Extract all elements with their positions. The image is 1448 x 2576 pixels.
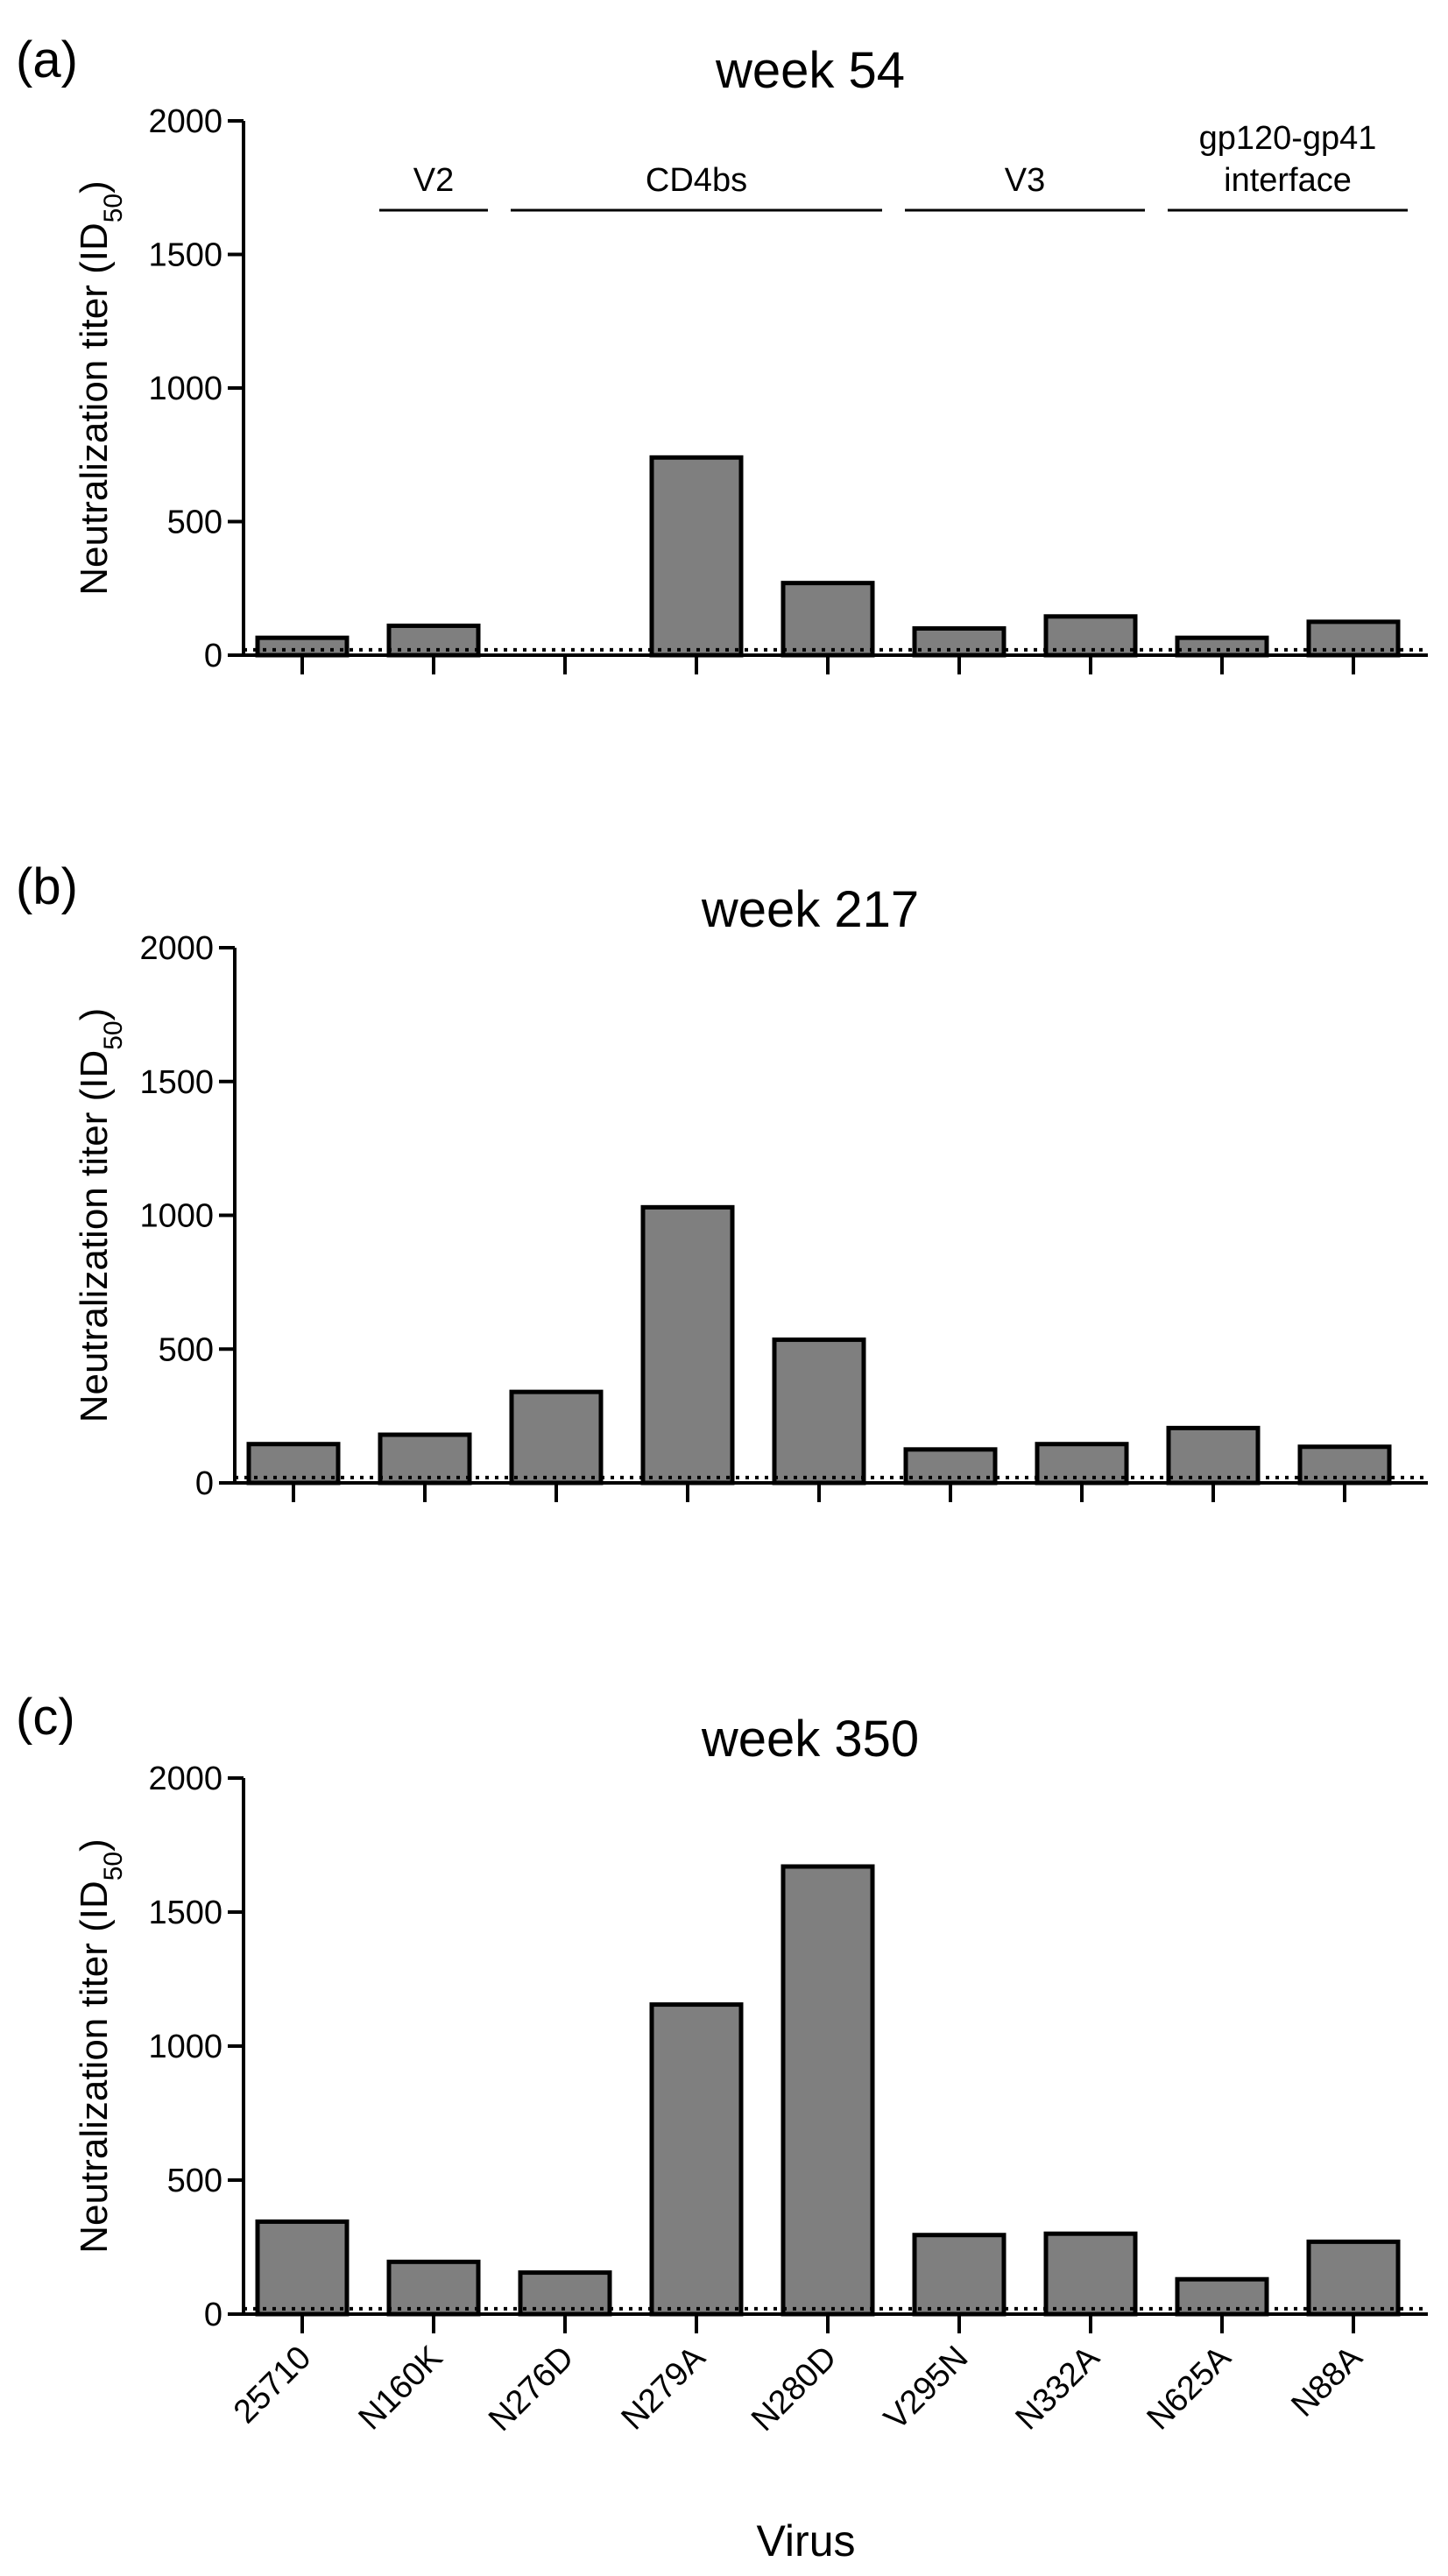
y-tick-label: 2000 bbox=[148, 103, 222, 140]
y-tick-label: 500 bbox=[167, 2163, 222, 2199]
y-tick-label: 1000 bbox=[148, 2029, 222, 2065]
bar-N280D bbox=[781, 1864, 875, 2317]
chart-panel-2: (b) week 217 Neutralization titer (ID50) 0 5… bbox=[16, 858, 1428, 1502]
y-axis-label: Neutralization titer (ID50) bbox=[73, 180, 128, 596]
x-tick-label-25710: 25710 bbox=[227, 2340, 318, 2431]
group-label: V3 bbox=[1005, 162, 1045, 199]
x-tick-label-N332A: N332A bbox=[1008, 2339, 1106, 2437]
y-tick-label: 0 bbox=[195, 1465, 214, 1502]
x-tick-label-N625A: N625A bbox=[1140, 2339, 1238, 2437]
y-axis-label: Neutralization titer (ID50) bbox=[73, 1838, 128, 2254]
x-tick-label-N276D: N276D bbox=[482, 2340, 581, 2438]
panel-label: (b) bbox=[16, 858, 78, 915]
panel-label: (c) bbox=[16, 1689, 75, 1746]
bar-N625A bbox=[1166, 1425, 1261, 1486]
bar-N280D bbox=[772, 1337, 866, 1486]
y-tick-label: 500 bbox=[167, 505, 222, 541]
bar-N279A bbox=[649, 455, 744, 658]
y-tick-label: 1500 bbox=[148, 1895, 222, 1931]
x-tick-label-N160K: N160K bbox=[351, 2340, 449, 2438]
x-tick-label-N280D: N280D bbox=[745, 2340, 844, 2438]
y-tick-label: 1000 bbox=[148, 371, 222, 407]
bar-N160K bbox=[386, 623, 481, 658]
bar-N276D bbox=[509, 1389, 604, 1486]
bar-N280D bbox=[781, 581, 875, 658]
y-tick-label: 500 bbox=[159, 1331, 214, 1368]
x-axis-label: Virus bbox=[756, 2516, 855, 2565]
y-tick-label: 2000 bbox=[139, 930, 214, 967]
bar-25710 bbox=[255, 635, 350, 658]
y-tick-label: 1500 bbox=[139, 1064, 214, 1101]
y-tick-label: 0 bbox=[204, 2297, 222, 2333]
chart-panel-1: (a) week 54 Neutralization titer (ID50) 0 50… bbox=[16, 32, 1428, 674]
bar-N160K bbox=[386, 2259, 481, 2317]
bar-N279A bbox=[640, 1204, 735, 1486]
y-tick-label: 0 bbox=[204, 638, 222, 674]
group-label: gp120-gp41 bbox=[1199, 120, 1377, 157]
x-tick-label-N279A: N279A bbox=[614, 2339, 712, 2437]
bar-N279A bbox=[649, 2002, 744, 2317]
y-axis-label: Neutralization titer (ID50) bbox=[73, 1008, 128, 1423]
group-label: V2 bbox=[413, 162, 454, 199]
bar-N625A bbox=[1175, 635, 1269, 658]
bar-N88A bbox=[1306, 2239, 1401, 2317]
y-tick-label: 2000 bbox=[148, 1761, 222, 1797]
chart-title: week 217 bbox=[701, 881, 919, 938]
panel-label: (a) bbox=[16, 32, 78, 88]
x-tick-label-N88A: N88A bbox=[1284, 2339, 1369, 2424]
chart-title: week 350 bbox=[701, 1711, 919, 1768]
bar-N332A bbox=[1043, 2231, 1138, 2317]
y-tick-label: 1500 bbox=[148, 237, 222, 274]
chart-title: week 54 bbox=[715, 42, 905, 99]
bar-V295N bbox=[912, 2233, 1007, 2317]
bar-25710 bbox=[255, 2219, 350, 2317]
bar-N625A bbox=[1175, 2276, 1269, 2317]
bar-N160K bbox=[378, 1432, 472, 1486]
group-label: interface bbox=[1224, 162, 1352, 199]
chart-panel-3: (c) week 350 Neutralization titer (ID50) 0 5… bbox=[16, 1689, 1428, 2565]
group-label: CD4bs bbox=[646, 162, 747, 199]
x-tick-label-V295N: V295N bbox=[877, 2340, 975, 2438]
y-tick-label: 1000 bbox=[139, 1198, 214, 1235]
